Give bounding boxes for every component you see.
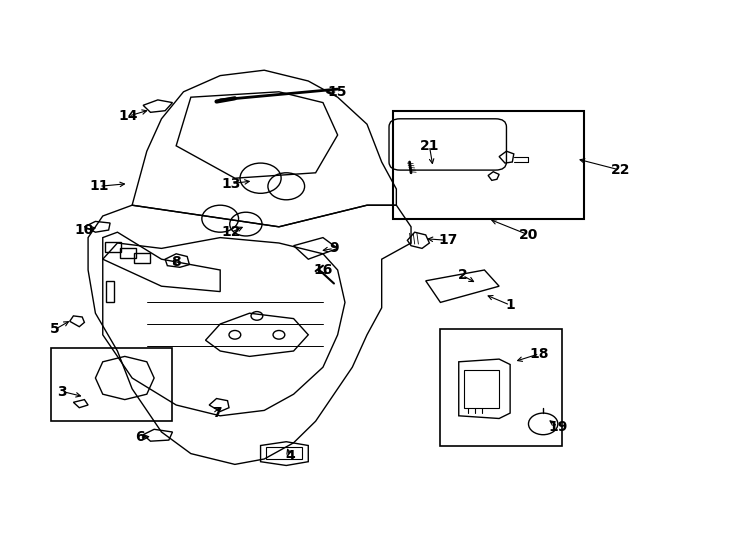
Text: 9: 9 xyxy=(329,241,339,255)
Text: 20: 20 xyxy=(519,228,538,242)
Text: 8: 8 xyxy=(171,255,181,269)
Text: 18: 18 xyxy=(530,347,549,361)
Text: 4: 4 xyxy=(285,449,295,463)
Text: 16: 16 xyxy=(313,263,333,277)
Bar xyxy=(120,248,136,258)
Bar xyxy=(440,329,562,445)
Text: 22: 22 xyxy=(611,163,630,177)
Text: 17: 17 xyxy=(438,233,457,247)
Text: 19: 19 xyxy=(548,420,567,434)
Text: 6: 6 xyxy=(134,430,145,444)
Text: 15: 15 xyxy=(328,85,347,99)
Bar xyxy=(266,447,302,459)
Text: 13: 13 xyxy=(222,177,241,191)
Text: 1: 1 xyxy=(505,298,515,312)
Bar xyxy=(464,370,499,408)
Text: 12: 12 xyxy=(222,225,241,239)
Bar xyxy=(393,111,584,219)
Text: 14: 14 xyxy=(119,109,138,123)
Text: 21: 21 xyxy=(420,139,439,153)
Text: 10: 10 xyxy=(75,222,94,237)
Text: 5: 5 xyxy=(50,322,60,336)
Bar xyxy=(134,253,150,263)
Text: 3: 3 xyxy=(57,384,68,399)
Text: 11: 11 xyxy=(90,179,109,193)
Bar xyxy=(51,348,172,421)
Bar xyxy=(105,242,121,252)
Text: 2: 2 xyxy=(457,268,468,282)
Text: 7: 7 xyxy=(211,406,222,420)
